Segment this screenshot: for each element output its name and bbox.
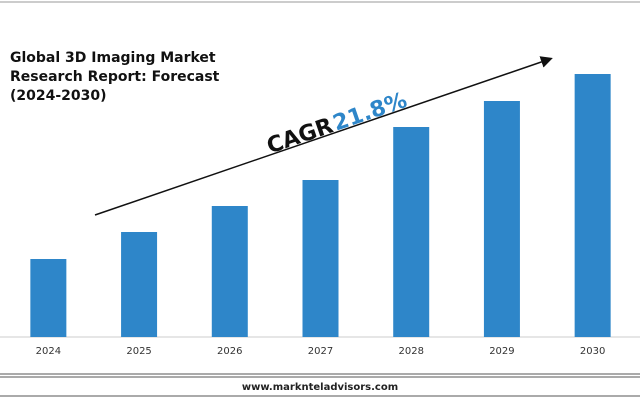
- bar: [393, 127, 430, 337]
- x-tick-label: 2025: [126, 346, 151, 357]
- x-tick-label: 2030: [580, 346, 605, 357]
- x-tick-label: 2026: [217, 346, 242, 357]
- footer-url: www.marknteladvisors.com: [242, 382, 398, 393]
- bar: [30, 259, 67, 337]
- bar: [574, 74, 611, 337]
- cagr-annotation: CAGR 21.8%: [264, 88, 410, 159]
- trend-arrow: [94, 56, 553, 216]
- x-tick-label: 2027: [308, 346, 333, 357]
- bar: [302, 180, 339, 337]
- chart-title: Global 3D Imaging Market: [10, 50, 216, 66]
- chart-title: Research Report: Forecast: [10, 69, 220, 85]
- x-tick-label: 2029: [489, 346, 514, 357]
- bar: [121, 232, 158, 337]
- x-tick-label: 2028: [398, 346, 423, 357]
- bar: [483, 101, 520, 337]
- x-tick-label: 2024: [36, 346, 61, 357]
- cagr-label: CAGR: [264, 113, 337, 159]
- chart-title: (2024-2030): [10, 88, 107, 104]
- bar: [211, 206, 248, 337]
